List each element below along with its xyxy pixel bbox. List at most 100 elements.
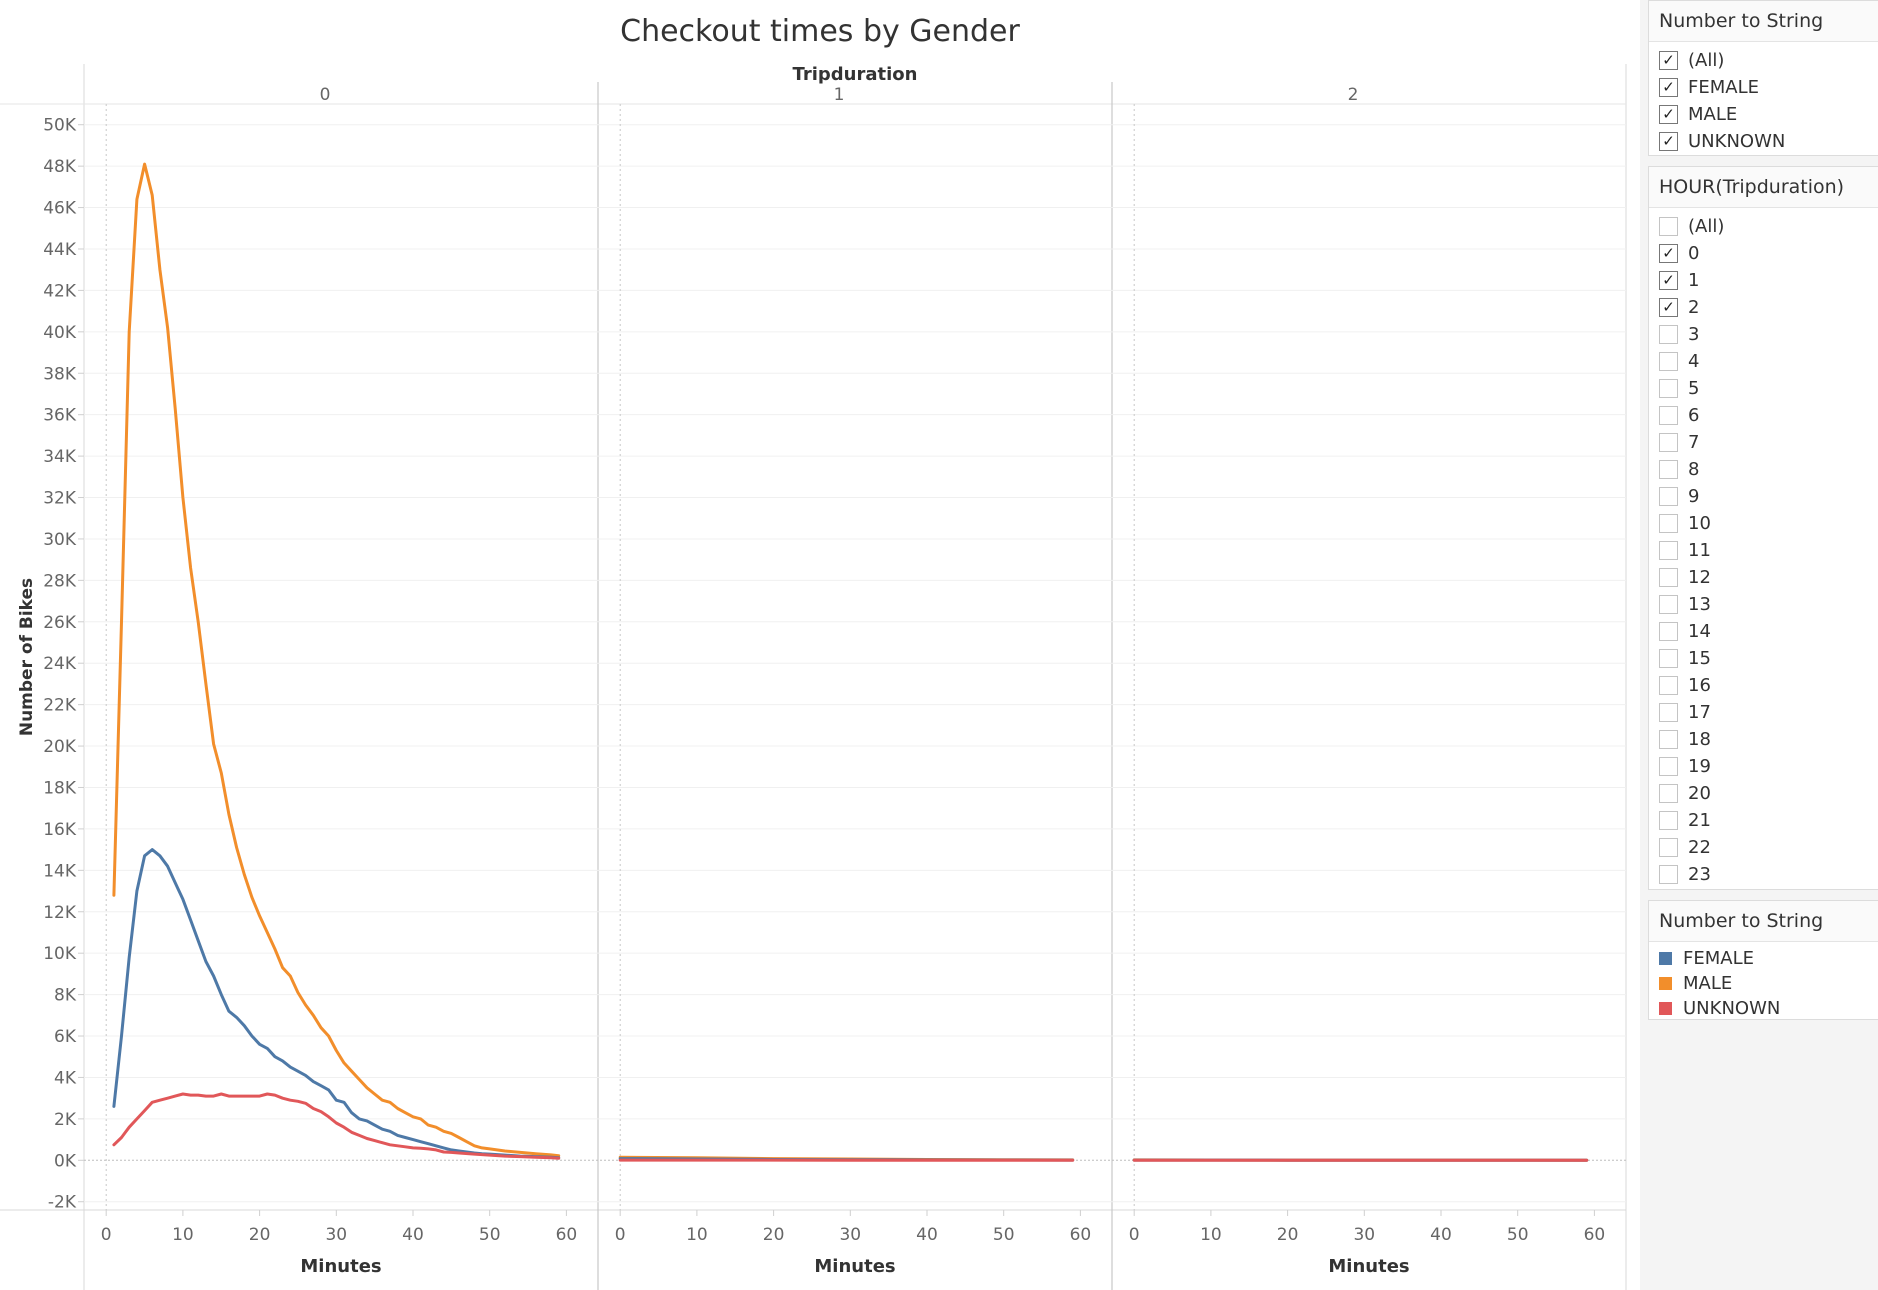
filter-option-label: 6 [1688, 404, 1700, 426]
x-tick-label: 0 [1129, 1225, 1140, 1245]
legend-item[interactable]: UNKNOWN [1659, 997, 1780, 1019]
checkbox-unchecked-icon[interactable] [1659, 756, 1678, 776]
filter-option[interactable]: 3 [1659, 321, 1699, 347]
filter-option[interactable]: 22 [1659, 834, 1711, 860]
filter-option[interactable]: 17 [1659, 699, 1711, 725]
checkbox-checked-icon[interactable]: ✓ [1659, 77, 1678, 97]
column-header: Tripduration [793, 64, 918, 85]
checkbox-unchecked-icon[interactable] [1659, 324, 1678, 344]
filter-option[interactable]: 7 [1659, 429, 1699, 455]
checkbox-unchecked-icon[interactable] [1659, 216, 1678, 236]
filter-option-label: 21 [1688, 809, 1711, 831]
checkbox-unchecked-icon[interactable] [1659, 351, 1678, 371]
y-tick-label: 40K [43, 323, 77, 343]
checkbox-unchecked-icon[interactable] [1659, 648, 1678, 668]
y-tick-label: 16K [43, 820, 77, 840]
x-tick-label: 30 [1353, 1225, 1375, 1245]
checkbox-unchecked-icon[interactable] [1659, 729, 1678, 749]
filter-option[interactable]: 5 [1659, 375, 1699, 401]
y-tick-label: 42K [43, 281, 77, 301]
filter-option[interactable]: ✓ MALE [1659, 101, 1737, 127]
x-tick-label: 10 [172, 1225, 194, 1245]
legend-label: MALE [1683, 972, 1733, 994]
checkbox-checked-icon[interactable]: ✓ [1659, 270, 1678, 290]
filter-option[interactable]: 13 [1659, 591, 1711, 617]
legend-title: Number to String [1649, 901, 1878, 942]
checkbox-unchecked-icon[interactable] [1659, 675, 1678, 695]
filter-option[interactable]: ✓ UNKNOWN [1659, 128, 1785, 154]
filter-option[interactable]: 8 [1659, 456, 1699, 482]
filter-option-label: 11 [1688, 539, 1711, 561]
hour-filter-card: HOUR(Tripduration) (All) ✓ 0 ✓ 1 ✓ 2 3 4 5 6 7 8 9 10 1… [1648, 166, 1878, 890]
checkbox-unchecked-icon[interactable] [1659, 513, 1678, 533]
filter-option[interactable]: (All) [1659, 213, 1724, 239]
filter-option[interactable]: 11 [1659, 537, 1711, 563]
filter-option-label: 20 [1688, 782, 1711, 804]
filter-option[interactable]: 20 [1659, 780, 1711, 806]
chart-title: Checkout times by Gender [620, 14, 1020, 49]
x-tick-label: 20 [249, 1225, 271, 1245]
filter-option-label: (All) [1688, 215, 1725, 237]
filter-option[interactable]: 6 [1659, 402, 1699, 428]
filter-option[interactable]: 19 [1659, 753, 1711, 779]
checkbox-unchecked-icon[interactable] [1659, 864, 1678, 884]
checkbox-unchecked-icon[interactable] [1659, 432, 1678, 452]
checkbox-unchecked-icon[interactable] [1659, 594, 1678, 614]
y-tick-label: 34K [43, 447, 77, 467]
checkbox-unchecked-icon[interactable] [1659, 378, 1678, 398]
filter-option-label: 17 [1688, 701, 1711, 723]
checkbox-unchecked-icon[interactable] [1659, 540, 1678, 560]
checkbox-unchecked-icon[interactable] [1659, 810, 1678, 830]
x-axis-label: Minutes [1328, 1256, 1409, 1277]
filter-option[interactable]: ✓ 2 [1659, 294, 1699, 320]
checkbox-checked-icon[interactable]: ✓ [1659, 104, 1678, 124]
y-tick-label: 2K [54, 1110, 77, 1130]
filter-option[interactable]: 9 [1659, 483, 1699, 509]
filter-option[interactable]: 23 [1659, 861, 1711, 887]
filter-option[interactable]: 18 [1659, 726, 1711, 752]
y-tick-label: 46K [43, 199, 77, 219]
filter-option[interactable]: ✓ 0 [1659, 240, 1699, 266]
filter-option[interactable]: 21 [1659, 807, 1711, 833]
filter-option[interactable]: ✓ 1 [1659, 267, 1699, 293]
filter-option-label: 18 [1688, 728, 1711, 750]
filter-option-label: MALE [1688, 103, 1738, 125]
filter-option[interactable]: 12 [1659, 564, 1711, 590]
x-tick-label: 40 [1430, 1225, 1452, 1245]
filter-option-label: 22 [1688, 836, 1711, 858]
filter-option[interactable]: 14 [1659, 618, 1711, 644]
filter-option-label: 2 [1688, 296, 1700, 318]
filter-option[interactable]: 15 [1659, 645, 1711, 671]
checkbox-unchecked-icon[interactable] [1659, 621, 1678, 641]
legend-item[interactable]: FEMALE [1659, 947, 1754, 969]
series-line-male [112, 162, 561, 1158]
checkbox-unchecked-icon[interactable] [1659, 567, 1678, 587]
filter-option[interactable]: 10 [1659, 510, 1711, 536]
y-tick-label: 12K [43, 903, 77, 923]
y-tick-label: 0K [54, 1151, 77, 1171]
checkbox-checked-icon[interactable]: ✓ [1659, 50, 1678, 70]
y-axis-label: Number of Bikes [17, 578, 37, 736]
checkbox-unchecked-icon[interactable] [1659, 702, 1678, 722]
y-tick-label: 50K [43, 116, 77, 136]
filter-option[interactable]: ✓ FEMALE [1659, 74, 1759, 100]
x-tick-label: 50 [993, 1225, 1015, 1245]
checkbox-checked-icon[interactable]: ✓ [1659, 131, 1678, 151]
filter-option-label: 16 [1688, 674, 1711, 696]
checkbox-checked-icon[interactable]: ✓ [1659, 243, 1678, 263]
x-tick-label: 40 [916, 1225, 938, 1245]
y-tick-label: 36K [43, 406, 77, 426]
checkbox-unchecked-icon[interactable] [1659, 837, 1678, 857]
x-tick-label: 60 [1584, 1225, 1606, 1245]
legend-item[interactable]: MALE [1659, 972, 1732, 994]
checkbox-unchecked-icon[interactable] [1659, 459, 1678, 479]
panel-label: 2 [1348, 85, 1359, 105]
checkbox-unchecked-icon[interactable] [1659, 405, 1678, 425]
filter-option[interactable]: 4 [1659, 348, 1699, 374]
filter-option[interactable]: 16 [1659, 672, 1711, 698]
filter-option[interactable]: ✓ (All) [1659, 47, 1724, 73]
checkbox-checked-icon[interactable]: ✓ [1659, 297, 1678, 317]
checkbox-unchecked-icon[interactable] [1659, 783, 1678, 803]
checkbox-unchecked-icon[interactable] [1659, 486, 1678, 506]
x-tick-label: 20 [1277, 1225, 1299, 1245]
